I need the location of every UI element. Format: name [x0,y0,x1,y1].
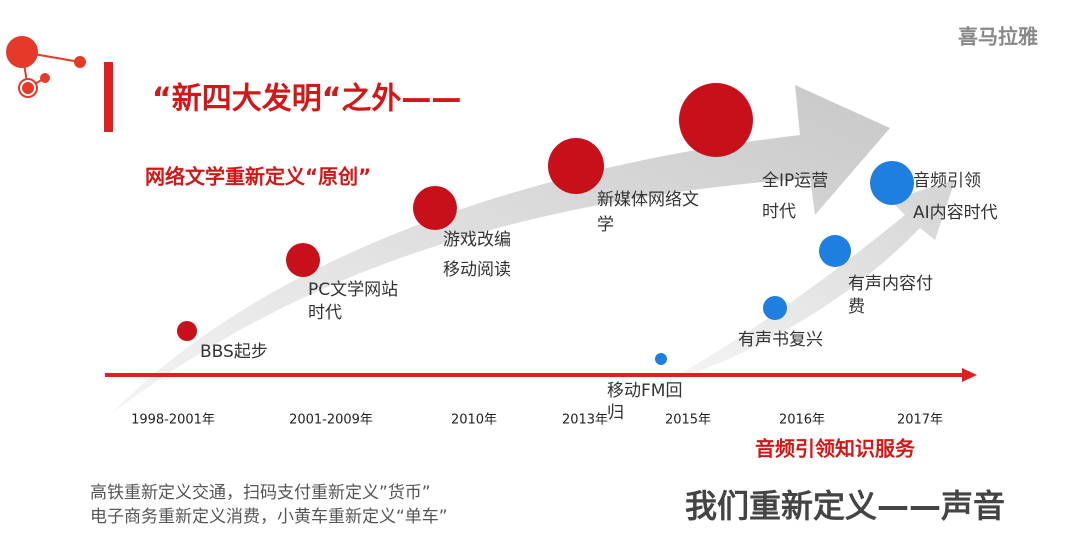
milestone-label: 费 [848,297,865,317]
decoration [6,36,86,98]
title: “新四大发明“之外—— [152,82,461,117]
growth-arrow [110,85,890,415]
milestone-label: BBS起步 [200,342,268,362]
audio-arrow [660,180,955,385]
milestone-label: 时代 [308,303,342,323]
milestone-dots [177,83,914,365]
dot [413,186,457,230]
footer-line: 高铁重新定义交通，扫码支付重新定义”货币” [90,483,431,503]
footer-line: 电子商务重新定义消费，小黄车重新定义“单车” [90,507,448,527]
milestone-label: PC文学网站 [308,280,398,300]
milestone-label: 移动阅读 [443,260,511,280]
milestone-labels: BBS起步PC文学网站时代游戏改编移动阅读新媒体网络文学全IP运营时代移动FM回… [200,171,998,423]
dot [655,353,667,365]
dot [177,321,197,341]
milestone-label: 有声书复兴 [738,330,823,350]
year-label: 1998-2001年 [131,413,215,428]
year-label: 2013年 [562,413,608,428]
dot [679,83,753,157]
milestone-label: 音频引领 [913,171,981,191]
milestone-label: 移动FM回 [607,381,682,401]
milestone-label: 游戏改编 [443,230,511,250]
milestone-label: 时代 [762,202,796,222]
subtitle: 网络文学重新定义“原创” [145,165,371,189]
logo: 喜马拉雅 [958,25,1038,49]
milestone-label: 归 [607,403,624,423]
dot [548,138,604,194]
milestone-label: 新媒体网络文 [597,190,699,210]
milestone-label: 全IP运营 [762,171,828,191]
year-label: 2015年 [665,413,711,428]
dot [870,161,914,205]
year-label: 2017年 [897,413,943,428]
dot [763,296,787,320]
highlight: 音频引领知识服务 [755,437,916,461]
title-bar [104,62,113,132]
year-label: 2001-2009年 [289,413,373,428]
timeline-arrowhead [962,368,977,382]
year-label: 2010年 [451,413,497,428]
dot [819,235,851,267]
milestone-label: 有声内容付 [848,274,933,294]
milestone-label: 学 [597,215,614,235]
footer-slogan: 我们重新定义——声音 [685,487,1005,525]
year-label: 2016年 [779,413,825,428]
dot [286,243,320,277]
milestone-label: AI内容时代 [913,203,998,223]
year-labels: 1998-2001年 2001-2009年 2010年 2013年 2015年 2016年… [131,413,943,428]
